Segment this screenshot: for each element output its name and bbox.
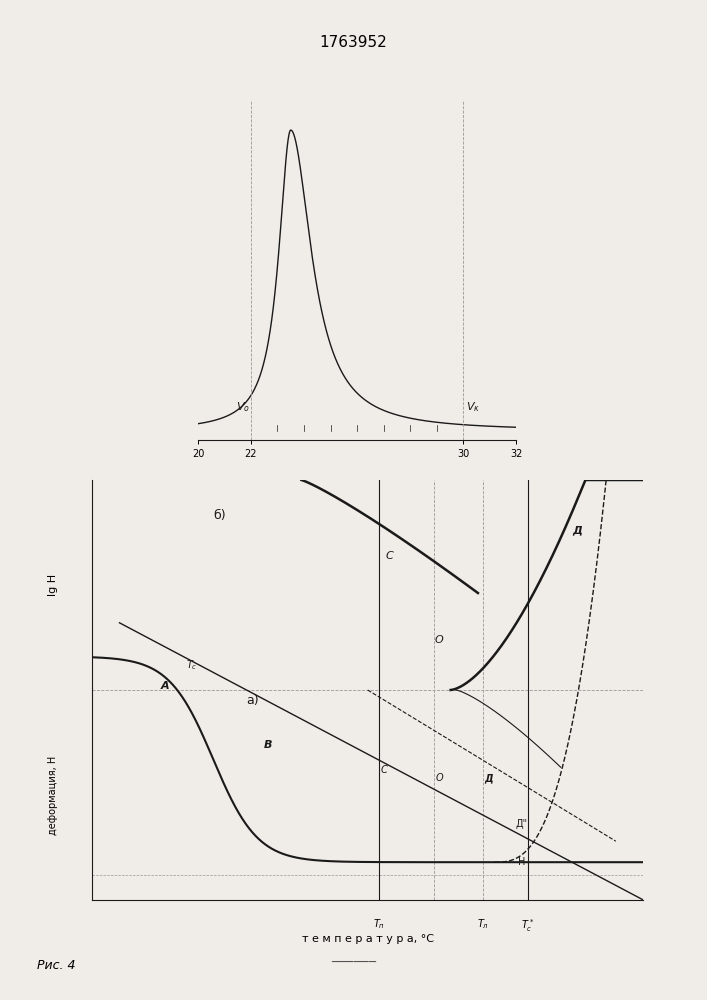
Text: ──────: ────── <box>331 956 376 968</box>
Text: А: А <box>160 681 169 691</box>
Text: О: О <box>436 773 443 783</box>
Text: элютный объем, V: элютный объем, V <box>303 484 411 494</box>
Text: Д": Д" <box>516 819 528 829</box>
Text: Рис. 3: Рис. 3 <box>338 515 376 528</box>
Text: a): a) <box>246 694 259 707</box>
Text: lg H: lg H <box>48 574 58 596</box>
Text: 1763952: 1763952 <box>320 35 387 50</box>
Text: $V_\kappa$: $V_\kappa$ <box>466 401 480 414</box>
Text: $T_п$: $T_п$ <box>373 917 385 931</box>
Text: деформация, Н: деформация, Н <box>48 755 58 835</box>
Text: б): б) <box>214 509 226 522</box>
Text: О: О <box>435 635 444 645</box>
Text: $V_o$: $V_o$ <box>235 401 250 414</box>
Text: т е м п е р а т у р а, °С: т е м п е р а т у р а, °С <box>302 934 433 944</box>
Text: Д: Д <box>572 525 582 535</box>
Text: $T_л$: $T_л$ <box>477 917 489 931</box>
Text: В: В <box>264 740 273 750</box>
Text: Н: Н <box>518 857 526 867</box>
Text: С: С <box>386 551 394 561</box>
Text: Рис. 4: Рис. 4 <box>37 959 75 972</box>
Text: Д: Д <box>485 773 493 783</box>
Text: $T_c$: $T_c$ <box>186 658 197 672</box>
Text: $T_с^*$: $T_с^*$ <box>521 917 534 934</box>
Text: С: С <box>381 765 387 775</box>
